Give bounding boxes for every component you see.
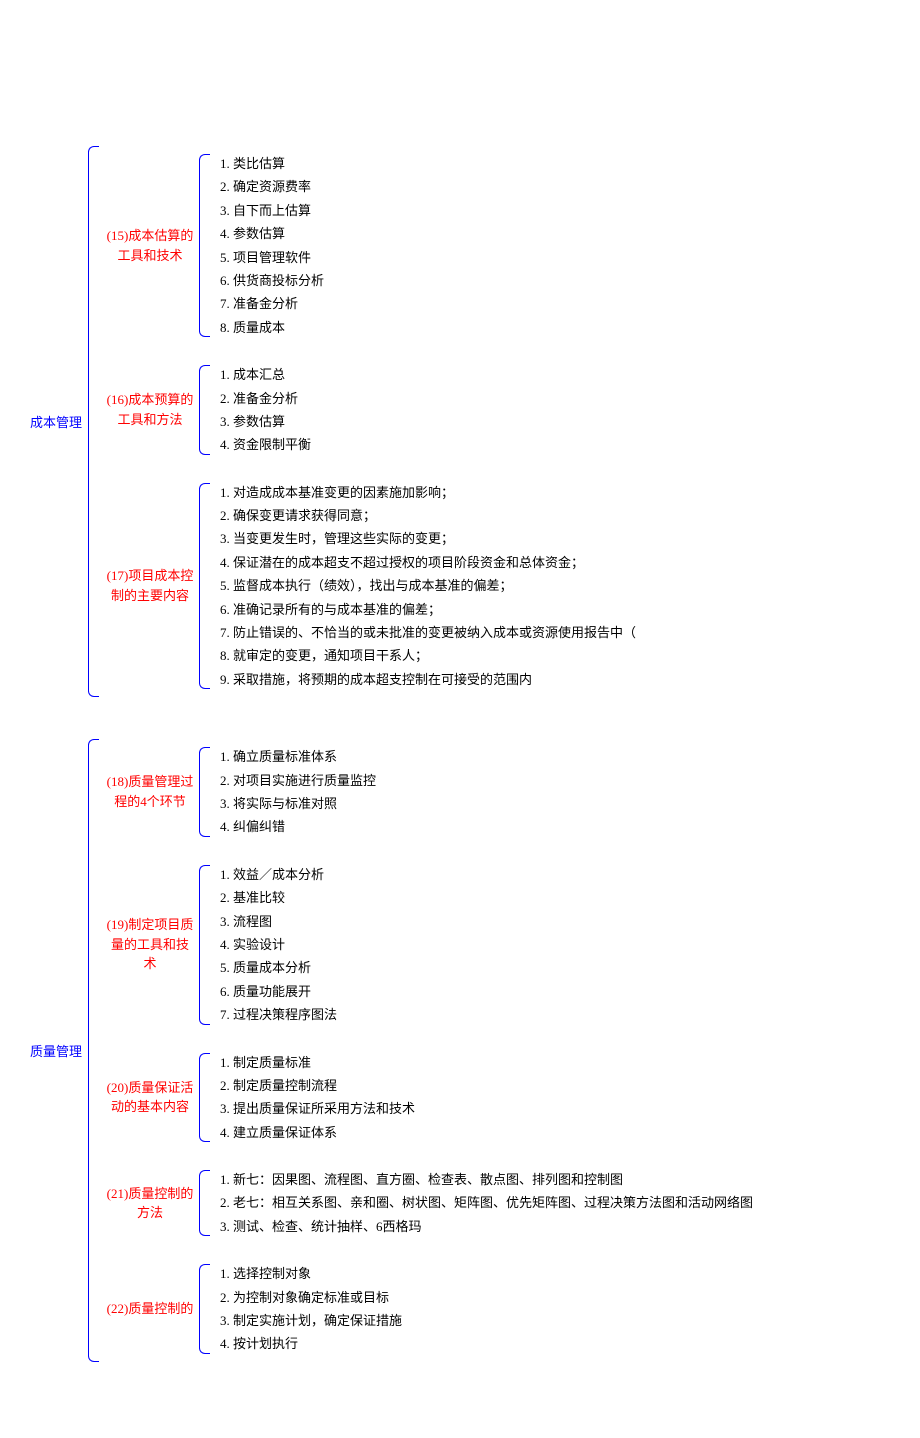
root-branch: 质量管理 (18)质量管理过 程的4个环节 1. 确立质量标准体系2. 对项目实施进… bbox=[30, 733, 920, 1368]
root-branch: 成本管理 (15)成本估算的 工具和技术 1. 类比估算2. 确定资源费率3. 自下… bbox=[30, 140, 920, 703]
leaf-item: 2. 准备金分析 bbox=[216, 387, 311, 410]
leaf-item: 1. 确立质量标准体系 bbox=[216, 745, 376, 768]
leaf-list: 1. 制定质量标准2. 制定质量控制流程3. 提出质量保证所采用方法和技术4. … bbox=[216, 1047, 415, 1149]
leaf-item: 5. 项目管理软件 bbox=[216, 246, 324, 269]
branch: (16)成本预算的 工具和方法 1. 成本汇总2. 准备金分析3. 参数估算4. … bbox=[105, 359, 636, 461]
bracket-l1 bbox=[199, 747, 210, 837]
leaf-item: 1. 制定质量标准 bbox=[216, 1051, 415, 1074]
leaf-item: 4. 按计划执行 bbox=[216, 1332, 402, 1355]
leaf-item: 3. 自下而上估算 bbox=[216, 199, 324, 222]
branch: (19)制定项目质 量的工具和技术 1. 效益／成本分析2. 基准比较3. 流程图… bbox=[105, 859, 753, 1031]
leaf-item: 4. 实验设计 bbox=[216, 933, 337, 956]
branch: (18)质量管理过 程的4个环节 1. 确立质量标准体系2. 对项目实施进行质量监… bbox=[105, 741, 753, 843]
branch: (22)质量控制的 1. 选择控制对象2. 为控制对象确定标准或目标3. 制定实施… bbox=[105, 1258, 753, 1360]
branch-label: (17)项目成本控 制的主要内容 bbox=[105, 566, 199, 605]
bracket-l0 bbox=[88, 739, 99, 1362]
leaf-item: 7. 准备金分析 bbox=[216, 292, 324, 315]
branch: (21)质量控制的 方法 1. 新七：因果图、流程图、直方圈、检查表、散点图、排列… bbox=[105, 1164, 753, 1242]
leaf-item: 5. 监督成本执行（绩效），找出与成本基准的偏差； bbox=[216, 574, 636, 597]
leaf-item: 4. 纠偏纠错 bbox=[216, 815, 376, 838]
branch-label: (19)制定项目质 量的工具和技术 bbox=[105, 915, 199, 974]
leaf-item: 2. 基准比较 bbox=[216, 886, 337, 909]
leaf-list: 1. 效益／成本分析2. 基准比较3. 流程图4. 实验设计5. 质量成本分析6… bbox=[216, 859, 337, 1031]
branch-label: (18)质量管理过 程的4个环节 bbox=[105, 772, 199, 811]
leaf-item: 3. 参数估算 bbox=[216, 410, 311, 433]
leaf-item: 7. 过程决策程序图法 bbox=[216, 1003, 337, 1026]
leaf-list: 1. 类比估算2. 确定资源费率3. 自下而上估算4. 参数估算5. 项目管理软… bbox=[216, 148, 324, 343]
leaf-item: 4. 参数估算 bbox=[216, 222, 324, 245]
branch-label: (21)质量控制的 方法 bbox=[105, 1184, 199, 1223]
leaf-item: 3. 制定实施计划，确定保证措施 bbox=[216, 1309, 402, 1332]
leaf-item: 6. 准确记录所有的与成本基准的偏差； bbox=[216, 598, 636, 621]
leaf-list: 1. 成本汇总2. 准备金分析3. 参数估算4. 资金限制平衡 bbox=[216, 359, 311, 461]
branch-label: (15)成本估算的 工具和技术 bbox=[105, 226, 199, 265]
leaf-item: 3. 当变更发生时，管理这些实际的变更； bbox=[216, 527, 636, 550]
root-children: (15)成本估算的 工具和技术 1. 类比估算2. 确定资源费率3. 自下而上估算… bbox=[105, 140, 636, 703]
leaf-item: 4. 保证潜在的成本超支不超过授权的项目阶段资金和总体资金； bbox=[216, 551, 636, 574]
leaf-item: 4. 建立质量保证体系 bbox=[216, 1121, 415, 1144]
branch: (20)质量保证活 动的基本内容 1. 制定质量标准2. 制定质量控制流程3. 提… bbox=[105, 1047, 753, 1149]
root-label: 成本管理 bbox=[30, 412, 88, 431]
branch-label: (22)质量控制的 bbox=[105, 1299, 199, 1319]
leaf-item: 1. 新七：因果图、流程图、直方圈、检查表、散点图、排列图和控制图 bbox=[216, 1168, 753, 1191]
branch: (15)成本估算的 工具和技术 1. 类比估算2. 确定资源费率3. 自下而上估算… bbox=[105, 148, 636, 343]
leaf-list: 1. 对造成成本基准变更的因素施加影响；2. 确保变更请求获得同意；3. 当变更… bbox=[216, 477, 636, 696]
mindmap-tree: 成本管理 (15)成本估算的 工具和技术 1. 类比估算2. 确定资源费率3. 自下… bbox=[0, 0, 920, 1438]
leaf-list: 1. 选择控制对象2. 为控制对象确定标准或目标3. 制定实施计划，确定保证措施… bbox=[216, 1258, 402, 1360]
leaf-item: 5. 质量成本分析 bbox=[216, 956, 337, 979]
leaf-item: 6. 供货商投标分析 bbox=[216, 269, 324, 292]
bracket-l0 bbox=[88, 146, 99, 697]
leaf-item: 2. 为控制对象确定标准或目标 bbox=[216, 1286, 402, 1309]
leaf-item: 1. 效益／成本分析 bbox=[216, 863, 337, 886]
bracket-l1 bbox=[199, 1170, 210, 1236]
leaf-item: 1. 类比估算 bbox=[216, 152, 324, 175]
leaf-item: 7. 防止错误的、不恰当的或未批准的变更被纳入成本或资源使用报告中（ bbox=[216, 621, 636, 644]
leaf-item: 2. 制定质量控制流程 bbox=[216, 1074, 415, 1097]
bracket-l1 bbox=[199, 154, 210, 337]
bracket-l1 bbox=[199, 483, 210, 690]
leaf-item: 4. 资金限制平衡 bbox=[216, 433, 311, 456]
leaf-item: 2. 确定资源费率 bbox=[216, 175, 324, 198]
branch: (17)项目成本控 制的主要内容 1. 对造成成本基准变更的因素施加影响；2. 确… bbox=[105, 477, 636, 696]
leaf-item: 3. 将实际与标准对照 bbox=[216, 792, 376, 815]
leaf-item: 3. 测试、检查、统计抽样、6西格玛 bbox=[216, 1215, 753, 1238]
leaf-list: 1. 新七：因果图、流程图、直方圈、检查表、散点图、排列图和控制图2. 老七：相… bbox=[216, 1164, 753, 1242]
leaf-item: 2. 老七：相互关系图、亲和圈、树状图、矩阵图、优先矩阵图、过程决策方法图和活动… bbox=[216, 1191, 753, 1214]
leaf-item: 1. 成本汇总 bbox=[216, 363, 311, 386]
leaf-item: 8. 就审定的变更，通知项目干系人； bbox=[216, 644, 636, 667]
bracket-l1 bbox=[199, 865, 210, 1025]
branch-label: (20)质量保证活 动的基本内容 bbox=[105, 1078, 199, 1117]
leaf-item: 2. 确保变更请求获得同意； bbox=[216, 504, 636, 527]
leaf-item: 3. 流程图 bbox=[216, 910, 337, 933]
branch-label: (16)成本预算的 工具和方法 bbox=[105, 390, 199, 429]
root-label: 质量管理 bbox=[30, 1041, 88, 1060]
leaf-item: 1. 对造成成本基准变更的因素施加影响； bbox=[216, 481, 636, 504]
leaf-list: 1. 确立质量标准体系2. 对项目实施进行质量监控3. 将实际与标准对照4. 纠… bbox=[216, 741, 376, 843]
root-children: (18)质量管理过 程的4个环节 1. 确立质量标准体系2. 对项目实施进行质量监… bbox=[105, 733, 753, 1368]
bracket-l1 bbox=[199, 1264, 210, 1354]
bracket-l1 bbox=[199, 365, 210, 455]
leaf-item: 1. 选择控制对象 bbox=[216, 1262, 402, 1285]
bracket-l1 bbox=[199, 1053, 210, 1143]
leaf-item: 8. 质量成本 bbox=[216, 316, 324, 339]
leaf-item: 2. 对项目实施进行质量监控 bbox=[216, 769, 376, 792]
leaf-item: 3. 提出质量保证所采用方法和技术 bbox=[216, 1097, 415, 1120]
leaf-item: 6. 质量功能展开 bbox=[216, 980, 337, 1003]
leaf-item: 9. 采取措施，将预期的成本超支控制在可接受的范围内 bbox=[216, 668, 636, 691]
